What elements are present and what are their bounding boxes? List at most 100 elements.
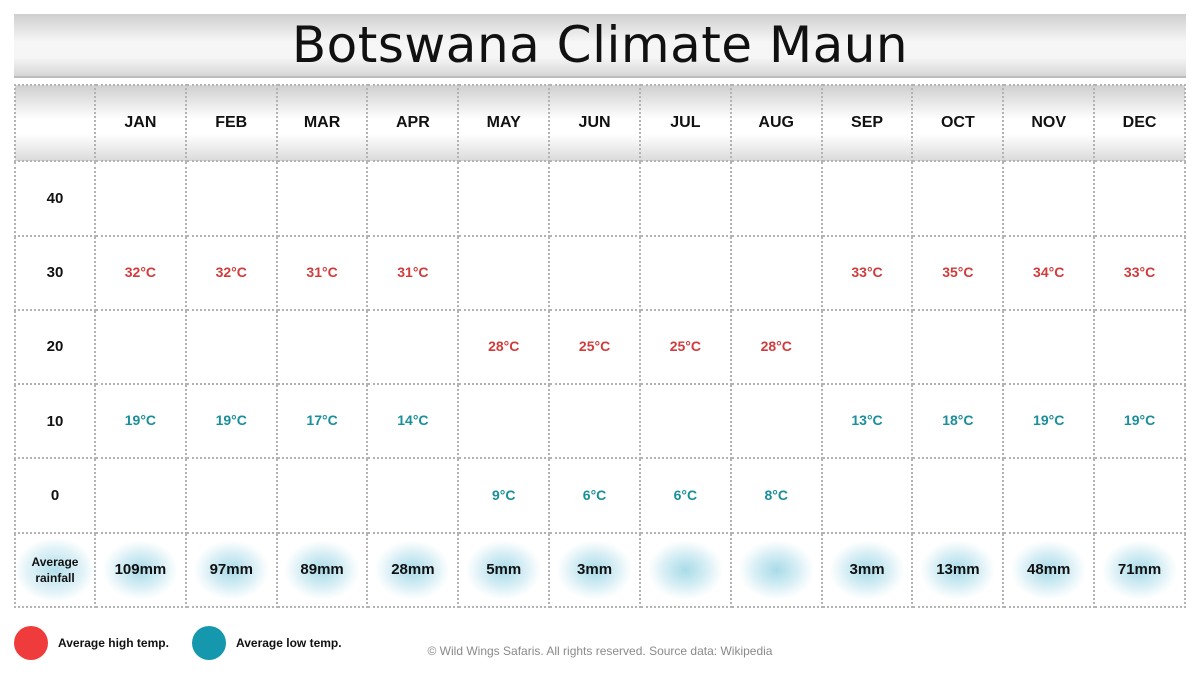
title-bar: Botswana Climate Maun bbox=[14, 14, 1186, 78]
grid-cell bbox=[366, 457, 460, 534]
high-temp-value: 28°C bbox=[488, 337, 520, 354]
grid-cell: 6°C bbox=[638, 457, 732, 534]
grid-cell bbox=[729, 234, 823, 311]
high-temp-value: 25°C bbox=[669, 337, 702, 354]
grid-cell bbox=[729, 160, 823, 237]
rainfall-value: 71mm bbox=[1093, 531, 1186, 609]
grid-cell bbox=[1093, 457, 1186, 534]
rainfall-row-label: Average rainfall bbox=[14, 531, 96, 609]
low-temp-value: 6°C bbox=[673, 486, 698, 503]
rainfall-value: 13mm bbox=[911, 531, 1005, 609]
low-temp-value: 19°C bbox=[1033, 412, 1065, 429]
band-label-40: 40 bbox=[14, 160, 96, 237]
band-label-10: 10 bbox=[14, 383, 96, 460]
grid-cell bbox=[94, 457, 187, 534]
grid-cell bbox=[911, 160, 1005, 237]
high-temp-dot-icon bbox=[14, 626, 48, 660]
rainfall-value: 109mm bbox=[94, 531, 187, 609]
grid-cell bbox=[94, 160, 187, 237]
grid-cell bbox=[729, 383, 823, 460]
grid-cell bbox=[638, 383, 732, 460]
grid-cell: 19°C bbox=[184, 383, 278, 460]
grid-cell: 34°C bbox=[1002, 234, 1096, 311]
grid-cell bbox=[275, 457, 369, 534]
high-temp-value: 34°C bbox=[1033, 263, 1065, 280]
low-temp-value: 9°C bbox=[491, 486, 516, 503]
grid-cell: 32°C bbox=[184, 234, 278, 311]
month-header-nov: NOV bbox=[1002, 83, 1096, 163]
grid-cell bbox=[1002, 457, 1096, 534]
low-temp-value: 19°C bbox=[1123, 412, 1156, 429]
grid-cell bbox=[820, 457, 914, 534]
grid-cell: 33°C bbox=[1093, 234, 1186, 311]
grid-cell: 28°C bbox=[729, 308, 823, 386]
high-temp-value: 35°C bbox=[942, 263, 974, 280]
grid-cell bbox=[548, 234, 641, 311]
grid-cell bbox=[457, 383, 551, 460]
grid-cell: 13°C bbox=[820, 383, 914, 460]
low-temp-dot-icon bbox=[192, 626, 226, 660]
grid-cell bbox=[1093, 308, 1186, 386]
month-header-apr: APR bbox=[366, 83, 460, 163]
high-temp-value: 25°C bbox=[578, 337, 611, 354]
grid-cell bbox=[366, 308, 460, 386]
grid-cell: 31°C bbox=[366, 234, 460, 311]
rainfall-value: 97mm bbox=[184, 531, 278, 609]
low-temp-value: 14°C bbox=[397, 412, 429, 429]
grid-cell bbox=[1093, 160, 1186, 237]
climate-table: JAN FEB MAR APR MAY JUN JUL AUG SEP OCT NOV DEC 40 30… bbox=[14, 83, 1186, 609]
rainfall-value: 89mm bbox=[275, 531, 369, 609]
chart-title: Botswana Climate Maun bbox=[291, 16, 909, 74]
high-temp-value: 31°C bbox=[397, 263, 429, 280]
grid-cell bbox=[638, 160, 732, 237]
header-corner bbox=[14, 83, 96, 163]
grid-cell: 33°C bbox=[820, 234, 914, 311]
high-temp-value: 31°C bbox=[306, 263, 338, 280]
grid-cell bbox=[275, 160, 369, 237]
legend-low-label: Average low temp. bbox=[236, 636, 342, 650]
month-header-jun: JUN bbox=[548, 83, 641, 163]
grid-cell bbox=[638, 234, 732, 311]
grid-cell: 19°C bbox=[94, 383, 187, 460]
rainfall-value: 3mm bbox=[820, 531, 914, 609]
low-temp-value: 17°C bbox=[306, 412, 338, 429]
grid-cell bbox=[911, 308, 1005, 386]
rainfall-value: 3mm bbox=[548, 531, 641, 609]
legend-high-label: Average high temp. bbox=[58, 636, 169, 650]
month-header-may: MAY bbox=[457, 83, 551, 163]
month-header-mar: MAR bbox=[275, 83, 369, 163]
month-header-jul: JUL bbox=[638, 83, 732, 163]
grid-cell bbox=[184, 160, 278, 237]
grid-cell: 8°C bbox=[729, 457, 823, 534]
grid-cell bbox=[820, 160, 914, 237]
low-temp-value: 18°C bbox=[942, 412, 974, 429]
rainfall-value: 48mm bbox=[1002, 531, 1096, 609]
grid-cell bbox=[366, 160, 460, 237]
grid-cell: 19°C bbox=[1002, 383, 1096, 460]
grid-cell: 35°C bbox=[911, 234, 1005, 311]
grid-cell bbox=[457, 234, 551, 311]
grid-cell bbox=[1002, 160, 1096, 237]
grid-cell: 28°C bbox=[457, 308, 551, 386]
low-temp-value: 8°C bbox=[764, 486, 788, 503]
rainfall-value bbox=[729, 531, 823, 609]
grid-cell bbox=[820, 308, 914, 386]
grid-cell bbox=[548, 383, 641, 460]
grid-cell: 19°C bbox=[1093, 383, 1186, 460]
grid-cell: 25°C bbox=[548, 308, 641, 386]
copyright-note: © Wild Wings Safaris. All rights reserve… bbox=[427, 644, 773, 658]
grid-cell bbox=[94, 308, 187, 386]
rainfall-value: 28mm bbox=[366, 531, 460, 609]
grid-cell bbox=[548, 160, 641, 237]
grid-cell: 14°C bbox=[366, 383, 460, 460]
high-temp-value: 28°C bbox=[760, 337, 792, 354]
high-temp-value: 33°C bbox=[851, 263, 883, 280]
grid-cell: 32°C bbox=[94, 234, 187, 311]
grid-cell bbox=[184, 457, 278, 534]
grid-cell: 25°C bbox=[638, 308, 732, 386]
rainfall-value bbox=[638, 531, 732, 609]
low-temp-value: 6°C bbox=[582, 486, 607, 503]
legend-high: Average high temp. bbox=[14, 626, 169, 660]
high-temp-value: 32°C bbox=[215, 263, 247, 280]
rainfall-value: 5mm bbox=[457, 531, 551, 609]
